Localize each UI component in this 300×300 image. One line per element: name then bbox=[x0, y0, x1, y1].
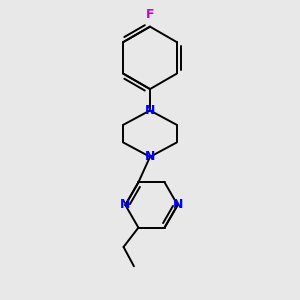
Text: N: N bbox=[120, 199, 130, 212]
Text: N: N bbox=[145, 104, 155, 117]
Text: N: N bbox=[172, 199, 183, 212]
Text: N: N bbox=[145, 150, 155, 163]
Text: F: F bbox=[146, 8, 154, 21]
